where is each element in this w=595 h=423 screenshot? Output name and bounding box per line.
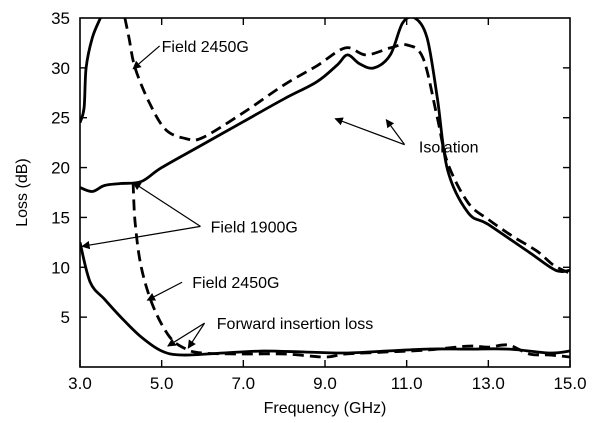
x-tick-label: 11.0 [391,374,423,393]
tick-layer: 3.0 5.0 7.0 9.0 11.0 13.0 15.0 5 10 15 20 25 30 35 [51,9,586,393]
annotation-arrow [132,182,201,227]
solid-series-line-2 [80,18,570,274]
annotation-label: Forward insertion loss [217,316,374,333]
y-tick-label: 10 [51,258,70,277]
x-tick-label: 9.0 [313,374,337,393]
x-tick-label: 15.0 [553,374,586,393]
y-tick-label: 30 [51,59,70,78]
y-tick-label: 35 [51,9,70,28]
series-layer [80,18,570,359]
annotation-label: Isolation [419,140,479,157]
y-tick-label: 25 [51,109,70,128]
x-axis-label: Frequency (GHz) [264,400,387,417]
y-tick-label: 15 [51,208,70,227]
annotation-label: Field 2450G [192,275,279,292]
x-tick-label: 5.0 [150,374,174,393]
annotation-label: Field 1900G [211,219,298,236]
plot-frame [79,17,571,368]
y-tick-label: 5 [61,308,70,327]
annotation-label: Field 2450G [162,39,249,56]
annotation-arrow [385,119,406,145]
dashed-series-line-3 [123,18,570,275]
annotation-layer: Field 2450G Isolation Field 1900G Field 245… [81,39,479,349]
y-tick-label: 20 [51,159,70,178]
annotation-arrow [187,322,206,349]
dashed-series-line-5 [131,182,570,359]
annotation-arrow [146,281,183,301]
annotation-arrow [167,322,205,347]
x-tick-label: 7.0 [232,374,256,393]
y-axis-label: Loss (dB) [14,158,31,226]
solid-series-line-4 [80,242,570,357]
annotation-arrow [334,117,405,146]
solid-series-line-1 [80,18,102,124]
x-tick-label: 13.0 [472,374,505,393]
annotation-arrow [132,45,161,70]
annotation-arrow [81,225,201,250]
x-tick-label: 3.0 [68,374,92,393]
